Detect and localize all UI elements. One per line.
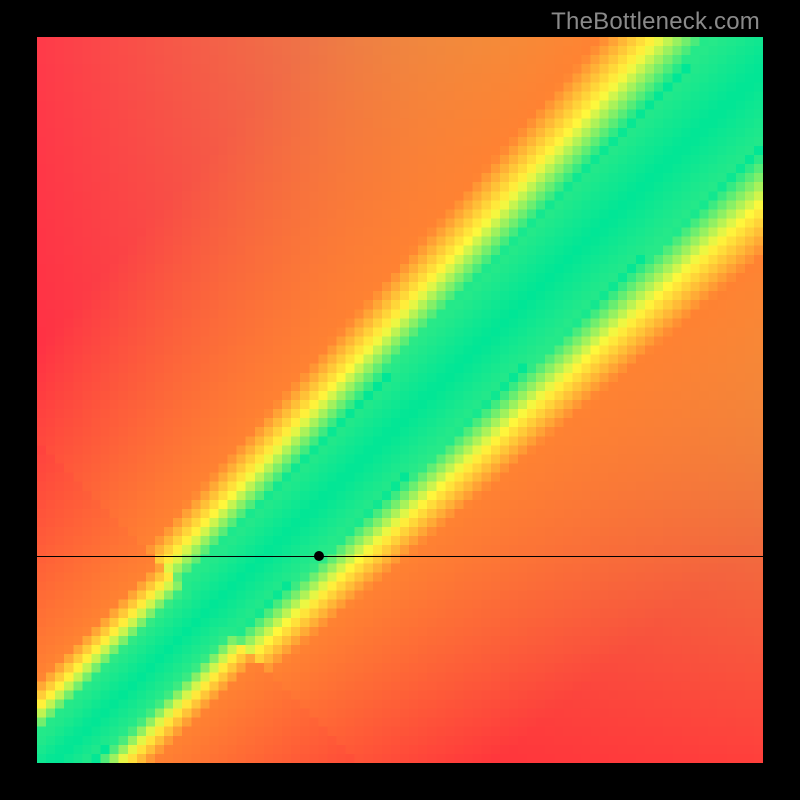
bottleneck-heatmap: [37, 37, 763, 763]
crosshair-vertical: [319, 763, 320, 800]
watermark-text: TheBottleneck.com: [551, 8, 760, 36]
crosshair-horizontal: [37, 556, 763, 557]
crosshair-marker: [314, 551, 324, 561]
heatmap-canvas: [37, 37, 763, 763]
